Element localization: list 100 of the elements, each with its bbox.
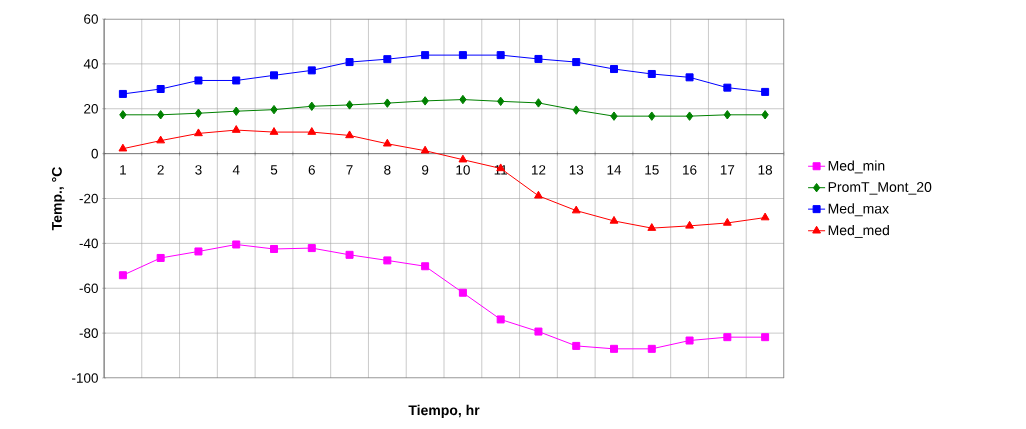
x-tick-label: 6 bbox=[308, 165, 315, 175]
point bbox=[571, 205, 581, 214]
point bbox=[156, 135, 166, 144]
y-tick-label: 20 bbox=[84, 103, 98, 114]
point bbox=[723, 333, 732, 342]
point bbox=[685, 220, 694, 229]
point bbox=[610, 344, 618, 353]
point bbox=[194, 108, 203, 118]
point bbox=[156, 253, 165, 262]
point bbox=[760, 212, 770, 221]
point bbox=[382, 138, 392, 147]
point bbox=[610, 65, 618, 74]
point bbox=[269, 127, 279, 135]
y-tick-label: -100 bbox=[72, 373, 98, 383]
point bbox=[345, 58, 354, 67]
point bbox=[496, 51, 505, 60]
x-axis-title: Tiempo, hr bbox=[408, 404, 480, 418]
x-tick-label: 12 bbox=[531, 165, 546, 175]
point bbox=[685, 73, 694, 82]
x-tick-label: 4 bbox=[232, 165, 240, 175]
point bbox=[496, 315, 505, 324]
point bbox=[232, 240, 241, 249]
point bbox=[723, 110, 731, 120]
point bbox=[572, 341, 581, 350]
x-tick-label: 10 bbox=[456, 165, 470, 175]
y-tick-label: -80 bbox=[79, 328, 98, 338]
point bbox=[647, 223, 657, 231]
point bbox=[345, 130, 354, 139]
x-tick-label: 17 bbox=[720, 165, 735, 175]
y-axis-title: Temp., °C bbox=[51, 167, 65, 231]
point bbox=[307, 127, 317, 135]
x-tick-label: 3 bbox=[195, 165, 202, 175]
point bbox=[383, 256, 392, 265]
point bbox=[572, 58, 581, 67]
point bbox=[534, 327, 543, 336]
x-tick-label: 13 bbox=[569, 165, 584, 175]
y-tick-label: -60 bbox=[79, 283, 98, 294]
point bbox=[119, 110, 127, 120]
legend-label: Med_min bbox=[828, 160, 885, 174]
point bbox=[610, 111, 618, 121]
point bbox=[231, 125, 241, 133]
legend-label: PromT_Mont_20 bbox=[828, 182, 932, 195]
point bbox=[118, 143, 128, 152]
point bbox=[647, 344, 656, 353]
point bbox=[270, 104, 278, 115]
x-tick-label: 15 bbox=[645, 165, 659, 175]
point bbox=[118, 89, 127, 98]
point bbox=[307, 66, 316, 75]
x-tick-label: 5 bbox=[270, 165, 278, 175]
point bbox=[761, 87, 770, 96]
point bbox=[156, 85, 165, 93]
point bbox=[647, 69, 656, 78]
x-tick-label: 9 bbox=[422, 165, 429, 175]
point bbox=[534, 98, 543, 108]
point bbox=[421, 96, 429, 106]
y-tick-label: -20 bbox=[79, 193, 98, 204]
point bbox=[572, 105, 580, 115]
point bbox=[421, 51, 430, 60]
point bbox=[685, 336, 694, 345]
point bbox=[648, 111, 656, 121]
point bbox=[761, 110, 769, 120]
y-tick-label: 60 bbox=[84, 14, 98, 24]
point bbox=[421, 262, 430, 271]
point bbox=[232, 76, 241, 85]
y-tick-label: 40 bbox=[83, 59, 98, 69]
point bbox=[534, 190, 543, 199]
point bbox=[722, 217, 732, 226]
x-tick-label: 18 bbox=[758, 165, 773, 175]
y-tick-label: -40 bbox=[79, 238, 98, 249]
point bbox=[194, 76, 203, 85]
point bbox=[723, 83, 732, 92]
x-tick-label: 16 bbox=[683, 165, 697, 175]
point bbox=[308, 101, 316, 111]
point bbox=[307, 244, 316, 253]
y-tick-label: 0 bbox=[91, 148, 98, 159]
point bbox=[270, 244, 278, 253]
legend-label: Med_max bbox=[828, 203, 889, 217]
x-tick-label: 1 bbox=[120, 165, 126, 175]
point bbox=[497, 96, 505, 107]
legend-label: Med_med bbox=[828, 224, 889, 238]
x-tick-label: 8 bbox=[384, 165, 391, 175]
point bbox=[118, 271, 127, 280]
point bbox=[194, 128, 203, 137]
point bbox=[157, 110, 165, 120]
point bbox=[270, 71, 278, 80]
x-tick-label: 2 bbox=[157, 165, 164, 175]
point bbox=[383, 98, 391, 108]
x-tick-label: 14 bbox=[607, 165, 622, 175]
point bbox=[345, 100, 354, 110]
point bbox=[761, 333, 770, 342]
x-tick-label: 7 bbox=[346, 165, 353, 175]
point bbox=[458, 288, 467, 297]
point bbox=[383, 55, 392, 64]
point bbox=[420, 145, 430, 154]
point bbox=[458, 154, 468, 163]
point bbox=[534, 54, 543, 63]
point bbox=[345, 250, 354, 259]
point bbox=[685, 111, 694, 121]
point bbox=[232, 106, 240, 116]
point bbox=[194, 247, 203, 256]
